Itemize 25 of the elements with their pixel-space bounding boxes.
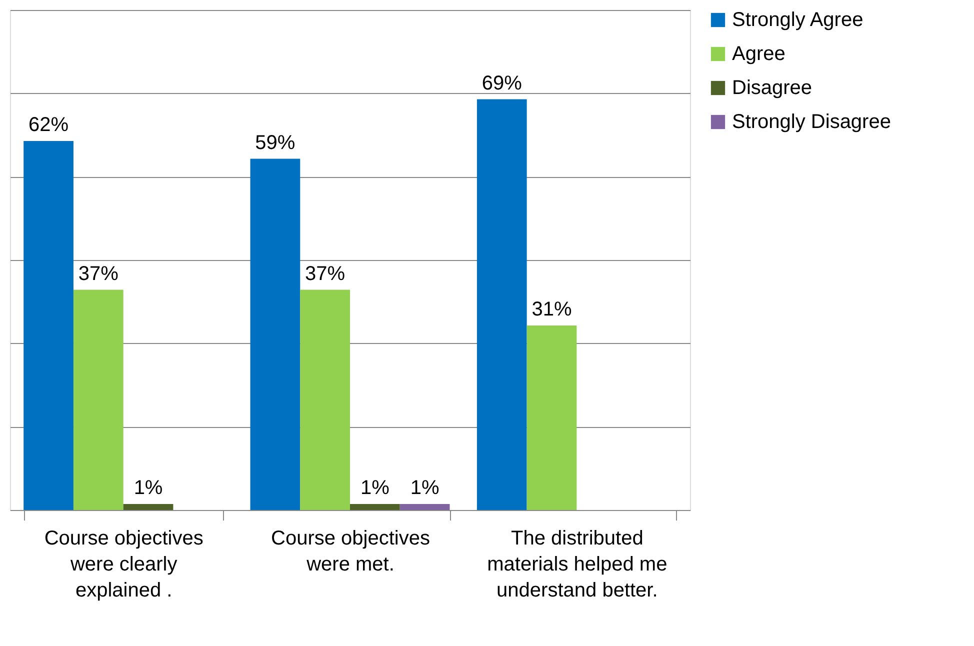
x-tick-label: The distributed materials helped me understand better. [487,528,668,602]
x-tick-label: Course objectives were clearly explained . [44,528,204,602]
data-label: 59% [255,132,296,154]
data-label: 62% [28,114,69,136]
bar [350,504,400,510]
bar [526,325,577,510]
bar [24,140,74,510]
legend-label: Disagree [732,77,812,99]
data-label: 69% [482,72,522,94]
data-label: 31% [532,298,572,320]
data-label: 1% [410,477,440,500]
bar [400,504,450,510]
bar [300,290,350,510]
bar [123,504,174,510]
legend-label: Agree [732,43,786,65]
data-label: 37% [78,262,119,285]
legend-label: Strongly Agree [732,9,864,31]
bar [476,99,527,510]
bar [73,290,124,510]
x-tick-label: Course objectives were met. [271,528,430,576]
bar [250,158,300,510]
legend-label: Strongly Disagree [732,111,891,133]
data-label: 1% [360,477,390,500]
data-label: 1% [134,477,163,500]
data-label: 37% [305,262,346,285]
